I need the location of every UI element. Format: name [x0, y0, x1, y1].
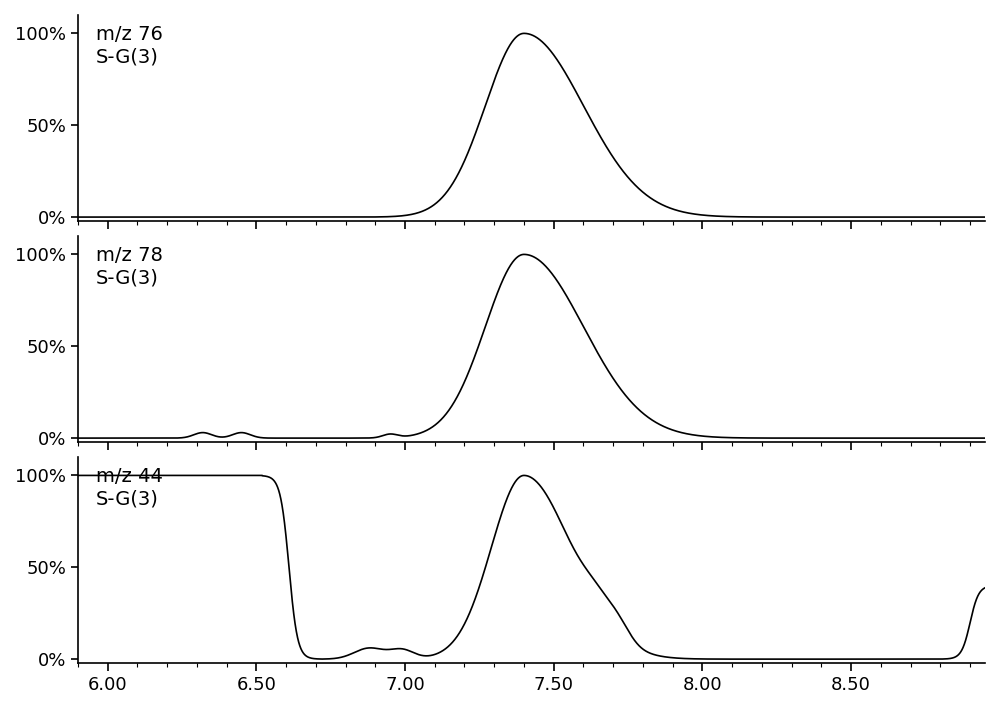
- Text: m/z 44
S-G(3): m/z 44 S-G(3): [96, 467, 163, 508]
- Text: m/z 76
S-G(3): m/z 76 S-G(3): [96, 26, 163, 66]
- Text: m/z 78
S-G(3): m/z 78 S-G(3): [96, 246, 163, 287]
